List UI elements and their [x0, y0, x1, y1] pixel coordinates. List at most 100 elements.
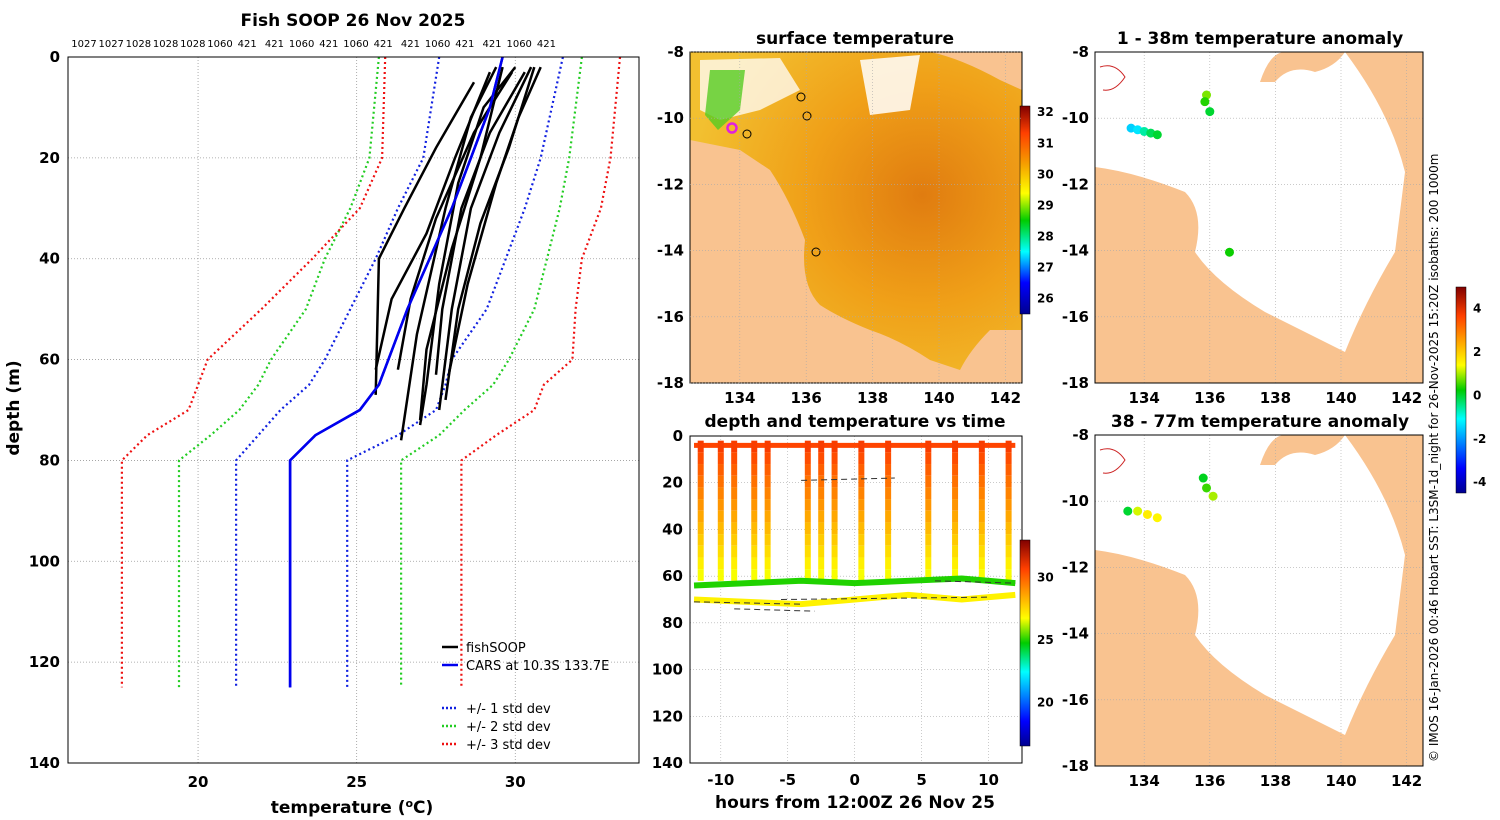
- time-title: depth and temperature vs time: [705, 412, 1006, 432]
- anomaly-1-title: 1 - 38m temperature anomaly: [1117, 29, 1403, 49]
- top-label: 1060: [207, 39, 232, 50]
- map-y-tick: -16: [1062, 308, 1089, 326]
- anomaly-1-map: 134 136 138 140 142 -8 -10 -12 -14 -16 -18: [1062, 43, 1424, 407]
- fish-profile-line: [374, 71, 492, 370]
- std1-line: [235, 57, 441, 688]
- time-x-tick: 10: [978, 771, 999, 789]
- anomaly-colorbar-tick: 2: [1473, 345, 1481, 359]
- fish-profile-line: [444, 66, 536, 401]
- anomaly-land-north: [1260, 52, 1345, 82]
- anomaly-colorbar-tick: 4: [1473, 302, 1481, 316]
- legend-std3-label: +/- 3 std dev: [466, 738, 551, 753]
- legend-cars-label: CARS at 10.3S 133.7E: [466, 659, 609, 674]
- profile-x-tick: 20: [188, 773, 209, 791]
- profile-y-tick: 80: [39, 451, 60, 469]
- time-y-tick: 0: [673, 427, 683, 445]
- bathymetry-line: [694, 601, 802, 605]
- sst-axes: 134 136 138 140 142 -8 -10 -12 -14 -16 -18: [657, 43, 1022, 407]
- sst-ship-marker: [802, 111, 812, 121]
- map-x-tick: 136: [1194, 772, 1225, 790]
- top-label: 1028: [153, 39, 178, 50]
- bottom-track: [693, 575, 1016, 589]
- profile-axes-frame: [67, 56, 640, 764]
- profile-xlabel: temperature (oC): [271, 797, 434, 818]
- bathymetry-line: [934, 580, 1016, 584]
- profile-y-tick: 0: [50, 48, 60, 66]
- sst-colorbar-tick: 26: [1037, 291, 1054, 305]
- top-label: 1027: [71, 39, 96, 50]
- map-y-tick: -14: [1062, 625, 1089, 643]
- top-label: 1060: [425, 39, 450, 50]
- anomaly-colorbar-tick: 0: [1473, 388, 1481, 402]
- map-x-tick: 134: [724, 389, 755, 407]
- std3-line: [460, 57, 622, 688]
- time-y-tick: 60: [662, 567, 683, 585]
- time-data: [693, 440, 1016, 612]
- anomaly-point: [1123, 506, 1133, 516]
- sst-colorbar-ticks: 32 31 30 29 28 27 26: [1037, 105, 1054, 305]
- anomaly-2-map: 134 136 138 140 142 -8 -10 -12 -14 -16 -18: [1062, 426, 1424, 790]
- sst-cool-patch: [705, 70, 745, 130]
- map-y-tick: -14: [657, 242, 684, 260]
- top-label: 1028: [180, 39, 205, 50]
- anomaly-2-panel: 38 - 77m temperature anomaly 134 136 138 14…: [1062, 412, 1424, 790]
- anomaly-point: [1224, 247, 1234, 257]
- anomaly-point: [1200, 97, 1210, 107]
- legend-std2-label: +/- 2 std dev: [466, 720, 551, 735]
- anomaly-point: [1198, 473, 1208, 483]
- anomaly-point: [1142, 509, 1152, 519]
- fish-profile-line: [374, 81, 476, 395]
- profile-y-tick: 100: [29, 552, 60, 570]
- anomaly-point: [1202, 483, 1212, 493]
- anomaly-point: [1133, 506, 1143, 516]
- map-y-tick: -8: [1072, 426, 1089, 444]
- sst-title: surface temperature: [756, 29, 954, 49]
- time-x-tick: -5: [779, 771, 796, 789]
- anomaly-frame: [1094, 434, 1424, 767]
- bathymetry-line: [801, 477, 895, 481]
- std2-line: [400, 57, 583, 688]
- anomaly-colorbar-tick: -2: [1473, 432, 1486, 446]
- map-y-tick: -18: [657, 374, 684, 392]
- bathymetry-line: [781, 596, 989, 600]
- top-label: 421: [537, 39, 556, 50]
- map-x-tick: 134: [1129, 389, 1160, 407]
- legend-fish-label: fishSOOP: [466, 641, 526, 656]
- fish-profile-line: [418, 66, 517, 426]
- sst-field: [690, 52, 1022, 370]
- profile-y-tick: 140: [29, 754, 60, 772]
- map-x-tick: 142: [990, 389, 1021, 407]
- map-x-tick: 136: [791, 389, 822, 407]
- std2-line: [177, 57, 380, 688]
- std1-line: [346, 57, 564, 688]
- time-colorbar-tick: 20: [1037, 695, 1054, 709]
- profile-y-tick: 60: [39, 351, 60, 369]
- profile-grid: [68, 57, 639, 763]
- time-x-tick: 5: [916, 771, 926, 789]
- map-y-tick: -10: [657, 109, 684, 127]
- map-y-tick: -14: [1062, 242, 1089, 260]
- top-label: 1060: [289, 39, 314, 50]
- map-x-tick: 142: [1391, 772, 1422, 790]
- time-y-tick: 40: [662, 520, 683, 538]
- time-x-tick: 0: [849, 771, 859, 789]
- sst-colorbar-tick: 29: [1037, 198, 1054, 212]
- map-y-tick: -12: [1062, 558, 1089, 576]
- top-label: 1028: [126, 39, 151, 50]
- profile-panel: Fish SOOP 26 Nov 2025 1027 1027 1028 1028 10…: [4, 11, 640, 818]
- top-label: 1060: [506, 39, 531, 50]
- time-colorbar-tick: 25: [1037, 633, 1054, 647]
- anomaly-colorbar-tick: -4: [1473, 475, 1486, 489]
- time-colorbar-ticks: 30 25 20: [1037, 570, 1054, 709]
- profile-ticks: 20 25 30 0 20 40 60 80 100 120 140: [29, 48, 526, 791]
- anomaly-land: [1095, 52, 1423, 383]
- sst-colorbar-tick: 32: [1037, 105, 1054, 119]
- legend: fishSOOP CARS at 10.3S 133.7E +/- 1 std …: [442, 641, 609, 753]
- sst-colorbar: [1019, 105, 1031, 315]
- fish-profile-line: [437, 66, 533, 411]
- profile-x-tick: 25: [346, 773, 367, 791]
- anomaly-2-title: 38 - 77m temperature anomaly: [1111, 412, 1409, 432]
- time-colorbar: [1019, 539, 1031, 747]
